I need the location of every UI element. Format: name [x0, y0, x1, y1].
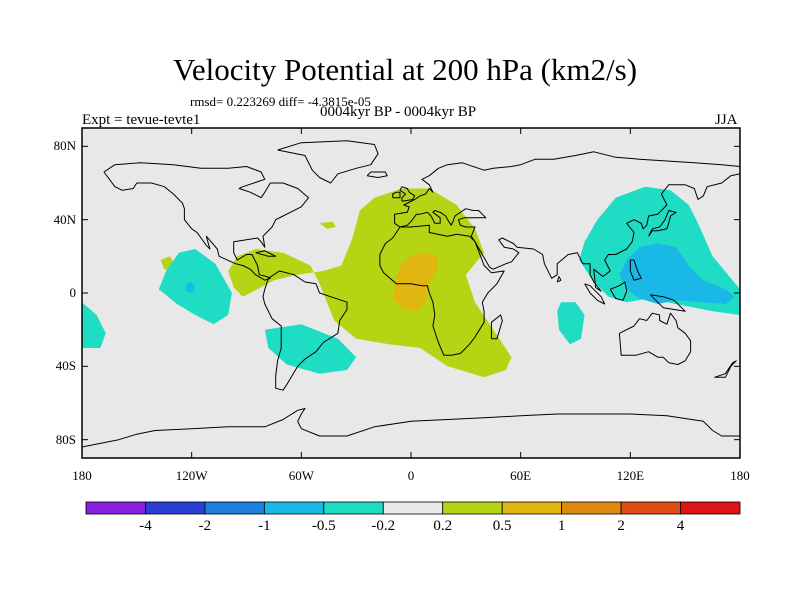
coastline-greenland — [277, 140, 379, 184]
colorbar-box — [145, 501, 206, 515]
x-tick-label: 120E — [616, 468, 645, 483]
colorbar-label: 0.5 — [492, 518, 512, 534]
y-tick-label: 40S — [55, 358, 76, 374]
region-small-positive-bubble-atlantic — [319, 221, 337, 229]
colorbar-box — [323, 501, 384, 515]
colorbar-label: 0.2 — [433, 518, 453, 534]
coastline-new-guinea — [650, 294, 686, 312]
colorbar-box — [263, 501, 325, 515]
x-tick-label: 0 — [407, 468, 415, 483]
x-tick-label: 60E — [510, 468, 532, 483]
colorbar-box — [620, 501, 681, 515]
coastline-eurasia — [394, 151, 740, 292]
coastline-south-america — [262, 270, 348, 391]
x-tick-label: 60W — [288, 468, 314, 483]
colorbar-box — [204, 501, 265, 515]
colorbar-label: -0.5 — [311, 518, 336, 534]
region-east-pacific-core — [186, 282, 196, 293]
colorbar-label: 1 — [557, 518, 566, 534]
coastline-great-britain — [399, 186, 416, 202]
coastline-sumatra — [584, 283, 606, 305]
y-tick-label: 80N — [53, 138, 76, 154]
coastline-philippines — [629, 259, 642, 281]
x-tick-label: 120W — [175, 468, 208, 483]
coastline-sri-lanka — [556, 276, 562, 283]
colorbar-box — [561, 501, 622, 515]
map-contents — [82, 140, 740, 448]
colorbar-box — [382, 501, 444, 515]
coastline-new-zealand — [714, 360, 737, 378]
colorbar-label: -2 — [198, 518, 212, 534]
region-pacific-edge-negative — [82, 302, 106, 348]
region-west-pacific-core — [619, 243, 735, 304]
plot-title: Velocity Potential at 200 hPa (km2/s) — [172, 52, 638, 87]
colorbar-box — [85, 501, 146, 515]
y-tick-label: 40N — [53, 211, 76, 227]
colorbar-label: -0.2 — [371, 518, 396, 534]
coastline-madagascar — [490, 314, 503, 340]
colorbar-box — [680, 501, 741, 515]
left-label: Expt = tevue-tevte1 — [82, 112, 201, 128]
y-tick-label: 80S — [55, 431, 76, 447]
plot-subtitle: rmsd= 0.223269 diff= -4.3815e-05 — [190, 94, 371, 109]
colorbar-label: 2 — [617, 518, 625, 534]
colorbar-box — [442, 501, 503, 515]
colorbar-label: -1 — [258, 518, 271, 534]
colorbar-box — [501, 501, 563, 515]
coastline-ireland — [392, 191, 401, 199]
coastline-borneo — [609, 281, 628, 301]
coastline-cuba — [255, 250, 277, 257]
y-tick-label: 0 — [69, 285, 77, 300]
coastline-antarctica — [82, 408, 740, 448]
colorbar-label: -4 — [139, 518, 152, 534]
coastline-africa — [379, 224, 505, 356]
coastline-north-america — [103, 162, 310, 281]
x-tick-label: 180 — [72, 468, 92, 483]
region-africa-orange-core — [392, 252, 439, 312]
center-label: 0004kyr BP - 0004kyr BP — [320, 104, 477, 120]
coastline-iceland — [366, 171, 388, 178]
coastline-australia — [618, 312, 692, 365]
region-atlantic-africa-positive — [228, 188, 512, 378]
x-tick-label: 180 — [730, 468, 750, 483]
region-east-pacific-negative — [158, 249, 232, 325]
right-label: JJA — [715, 112, 738, 128]
coastline-japan — [648, 210, 677, 237]
region-indian-ocean-negative — [557, 302, 585, 345]
colorbar-label: 4 — [676, 518, 685, 534]
region-south-atlantic-negative — [264, 324, 357, 374]
